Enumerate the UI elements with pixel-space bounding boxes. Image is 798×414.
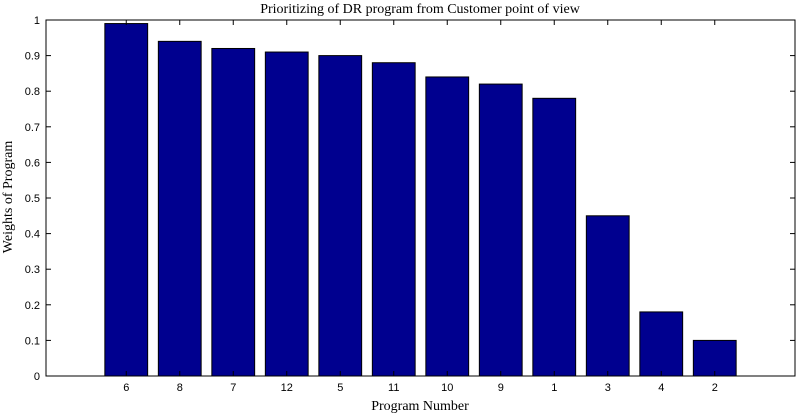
x-tick-label: 6 — [123, 382, 129, 394]
y-tick-label: 0.3 — [25, 264, 40, 276]
plot-area: 00.10.20.30.40.50.60.70.80.916 8 7 12 5 11 10 9… — [25, 15, 796, 394]
bar-program-3 — [585, 215, 630, 377]
bar-program-6 — [104, 23, 149, 377]
x-tick-label: 11 — [388, 382, 399, 394]
bar-program-11 — [371, 62, 416, 377]
x-axis-label: Program Number — [371, 399, 469, 414]
bar-program-2 — [692, 339, 737, 377]
y-tick-label: 0.9 — [25, 51, 40, 63]
bar-program-8 — [157, 40, 202, 377]
x-tick-label: 8 — [177, 382, 183, 394]
x-tick-label: 7 — [230, 382, 236, 394]
x-tick-label: 5 — [337, 382, 343, 394]
bar-program-4 — [639, 311, 684, 377]
y-tick-label: 0.6 — [25, 157, 40, 169]
bar-program-7 — [211, 47, 256, 377]
x-tick-label: 12 — [281, 382, 293, 394]
bar-program-10 — [425, 76, 470, 377]
y-tick-label: 0.2 — [25, 300, 40, 312]
bar-program-1 — [532, 97, 577, 377]
x-tick-label: 9 — [498, 382, 504, 394]
y-tick-label: 0 — [34, 371, 40, 383]
bar-program-12 — [264, 51, 309, 377]
y-tick-label: 1 — [34, 15, 40, 27]
bar-program-9 — [478, 83, 523, 377]
x-tick-label: 2 — [712, 382, 718, 394]
x-tick-label: 10 — [441, 382, 453, 394]
y-tick-label: 0.7 — [25, 122, 40, 134]
x-tick-label: 1 — [551, 382, 557, 394]
y-tick-label: 0.8 — [25, 86, 40, 98]
y-axis-label: Weights of Program — [1, 141, 16, 254]
bar-program-5 — [318, 55, 363, 377]
y-tick-label: 0.5 — [25, 193, 40, 205]
x-tick-label: 4 — [658, 382, 664, 394]
y-tick-label: 0.1 — [25, 335, 40, 347]
y-tick-label: 0.4 — [25, 229, 40, 241]
chart-title: Prioritizing of DR program from Customer… — [260, 2, 581, 17]
x-tick-label: 3 — [605, 382, 611, 394]
